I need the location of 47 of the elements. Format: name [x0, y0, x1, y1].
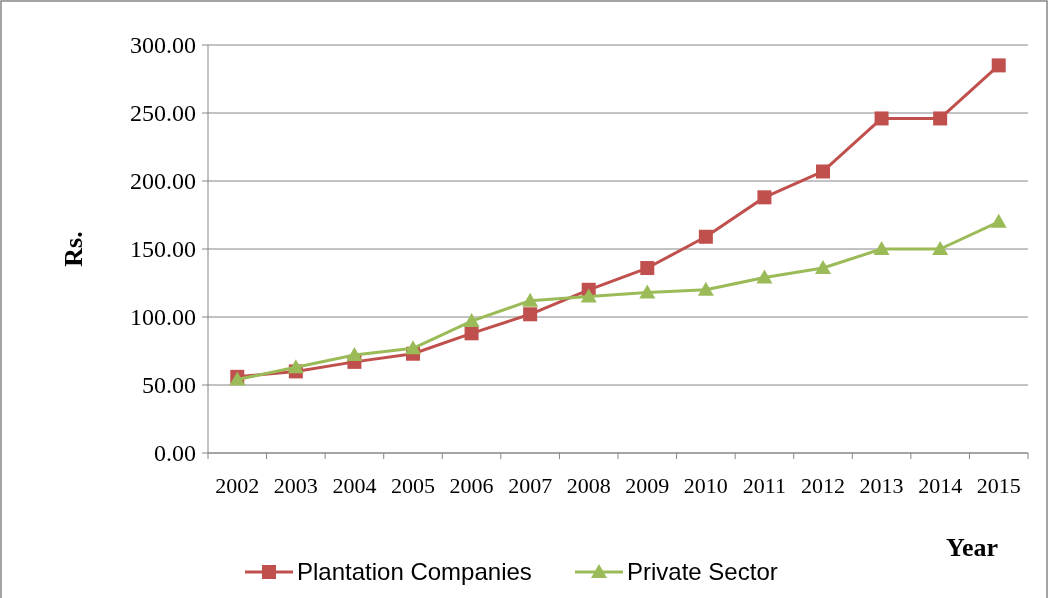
- point: [522, 292, 539, 307]
- x-tick-label: 2006: [449, 473, 494, 498]
- point: [523, 307, 538, 322]
- x-tick-label: 2004: [332, 473, 377, 498]
- legend-label: Plantation Companies: [297, 558, 532, 586]
- x-tick-label: 2010: [683, 473, 728, 498]
- x-tick-label: 2015: [976, 473, 1021, 498]
- point: [932, 241, 949, 255]
- point: [991, 58, 1006, 73]
- point: [698, 229, 713, 244]
- point: [697, 281, 714, 296]
- x-tick-label: 2014: [918, 473, 963, 498]
- x-tick-label: 2008: [566, 473, 611, 498]
- x-tick-label: 2005: [391, 473, 435, 498]
- y-tick-label: 150.00: [130, 236, 196, 263]
- point: [640, 261, 655, 276]
- legend-label: Private Sector: [627, 558, 778, 586]
- point: [346, 347, 363, 362]
- x-tick-label: 2013: [859, 473, 904, 498]
- y-tick-label: 50.00: [142, 372, 196, 399]
- point: [757, 190, 772, 205]
- y-tick-label: 250.00: [130, 100, 196, 127]
- x-tick-label: 2009: [625, 473, 670, 498]
- x-axis-title: Year: [946, 533, 998, 562]
- point: [405, 340, 421, 355]
- point: [815, 260, 831, 275]
- y-tick-label: 0.00: [154, 440, 196, 467]
- point: [463, 313, 480, 328]
- x-tick-label: 2007: [508, 473, 553, 498]
- point: [756, 269, 773, 284]
- y-tick-label: 200.00: [130, 168, 196, 195]
- point: [933, 111, 948, 126]
- y-axis-title: Rs.: [59, 231, 88, 267]
- x-tick-label: 2012: [801, 473, 845, 498]
- point: [580, 288, 597, 303]
- y-tick-label: 300.00: [130, 32, 196, 59]
- y-tick-label: 100.00: [130, 304, 196, 331]
- point: [816, 164, 830, 179]
- x-tick-label: 2002: [215, 473, 260, 498]
- x-tick-label: 2011: [742, 473, 787, 498]
- point: [990, 213, 1007, 228]
- point: [639, 284, 656, 299]
- point: [874, 111, 889, 126]
- x-tick-label: 2003: [273, 473, 318, 498]
- point: [287, 359, 304, 374]
- point: [873, 241, 890, 255]
- point: [464, 326, 479, 341]
